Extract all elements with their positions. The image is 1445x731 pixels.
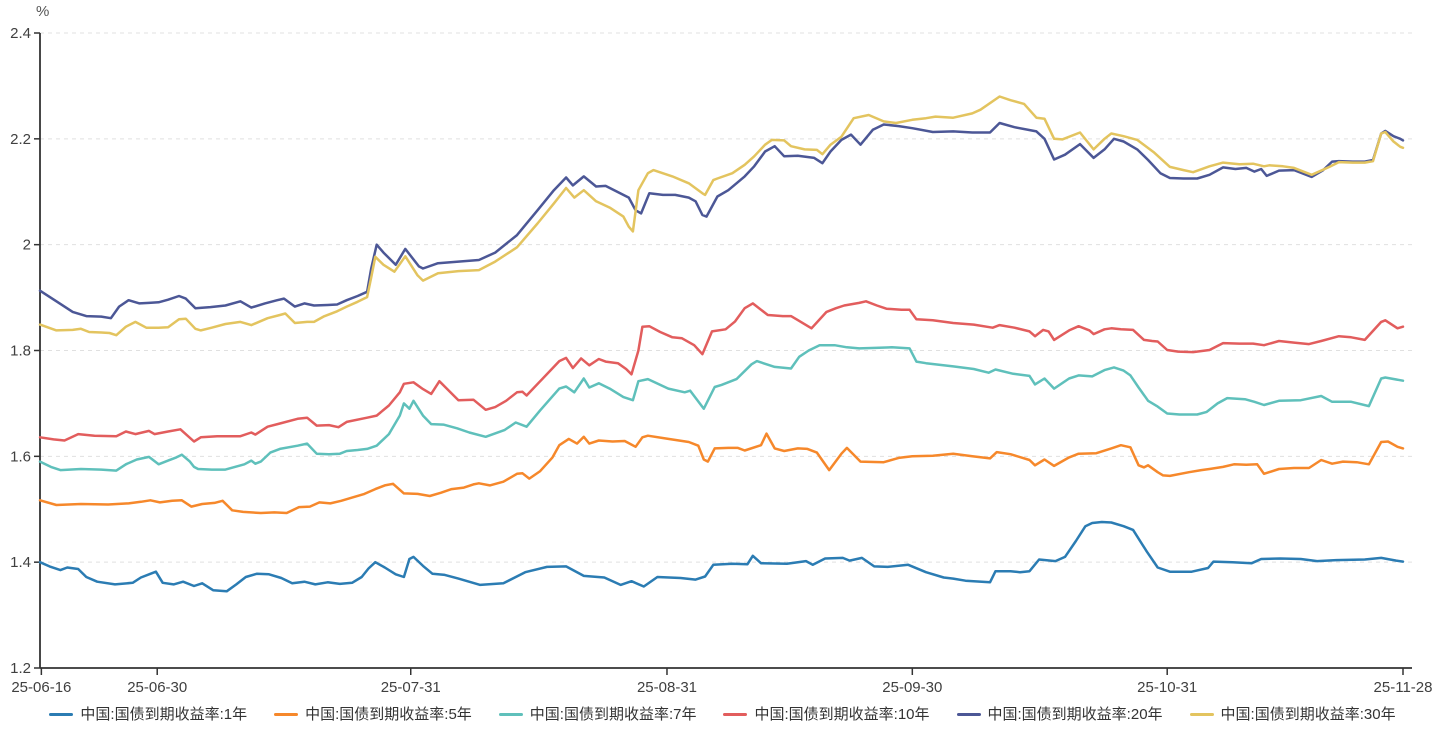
legend-label: 中国:国债到期收益率:5年: [305, 705, 472, 723]
legend-item-3[interactable]: 中国:国债到期收益率:7年: [498, 705, 697, 723]
legend-label: 中国:国债到期收益率:1年: [80, 705, 248, 723]
legend-item-4[interactable]: 中国:国债到期收益率:10年: [723, 705, 930, 723]
legend-label: 中国:国债到期收益率:30年: [1220, 705, 1396, 723]
legend-label: 中国:国债到期收益率:10年: [754, 705, 930, 723]
x-tick-label: 25-06-30: [127, 679, 187, 696]
series-line: [38, 95, 1405, 337]
x-tick-label: 25-11-28: [1374, 679, 1433, 696]
legend-swatch-icon: [498, 712, 523, 716]
series-line: [38, 300, 1405, 443]
legend-swatch-icon: [956, 712, 981, 716]
x-tick-label: 25-06-16: [11, 679, 71, 696]
series-line: [38, 121, 1405, 320]
y-tick-label: 1.6: [10, 448, 31, 465]
legend-item-5[interactable]: 中国:国债到期收益率:20年: [956, 705, 1163, 723]
x-tick-label: 25-10-31: [1137, 679, 1197, 696]
series-line: [38, 432, 1405, 515]
legend-label: 中国:国债到期收益率:7年: [529, 705, 697, 723]
y-tick-label: 2: [23, 237, 31, 254]
legend-item-6[interactable]: 中国:国债到期收益率:30年: [1189, 705, 1396, 723]
x-tick-label: 25-08-31: [637, 679, 697, 696]
legend-swatch-icon: [49, 712, 74, 716]
legend-item-1[interactable]: 中国:国债到期收益率:1年: [49, 707, 247, 722]
y-tick-label: 1.4: [10, 554, 31, 571]
series-lines: [38, 95, 1405, 593]
legend-item-2[interactable]: 中国:国债到期收益率:5年: [274, 707, 472, 722]
y-axis-unit-label: %: [36, 3, 49, 20]
y-tick-label: 2.2: [10, 131, 31, 148]
axes: [34, 32, 1412, 675]
y-tick-label: 2.4: [10, 25, 31, 42]
legend-label: 中国:国债到期收益率:20年: [987, 705, 1163, 723]
legend-swatch-icon: [723, 712, 748, 716]
legend-swatch-icon: [1189, 712, 1214, 716]
y-tick-label: 1.2: [10, 660, 31, 677]
legend-swatch-icon: [274, 712, 299, 716]
series-line: [38, 343, 1405, 472]
y-tick-label: 1.8: [10, 343, 31, 360]
legend: 中国:国债到期收益率:1年 中国:国债到期收益率:5年 中国:国债到期收益率:7年 中…: [0, 699, 1445, 729]
axis-tick-labels: 1.2 1.4 1.6 1.8 2 2.2 2.4 25-06-16 25-06-30 25-07…: [10, 25, 1432, 696]
grid-lines: [40, 32, 1412, 563]
yield-line-plot: % 1.2 1.4 1.6 1.8 2 2.2 2.4 25-06-16 25-06-30 25-…: [10, 3, 1432, 696]
x-tick-label: 25-07-31: [381, 679, 441, 696]
x-tick-label: 25-09-30: [882, 679, 942, 696]
series-line: [38, 520, 1405, 593]
